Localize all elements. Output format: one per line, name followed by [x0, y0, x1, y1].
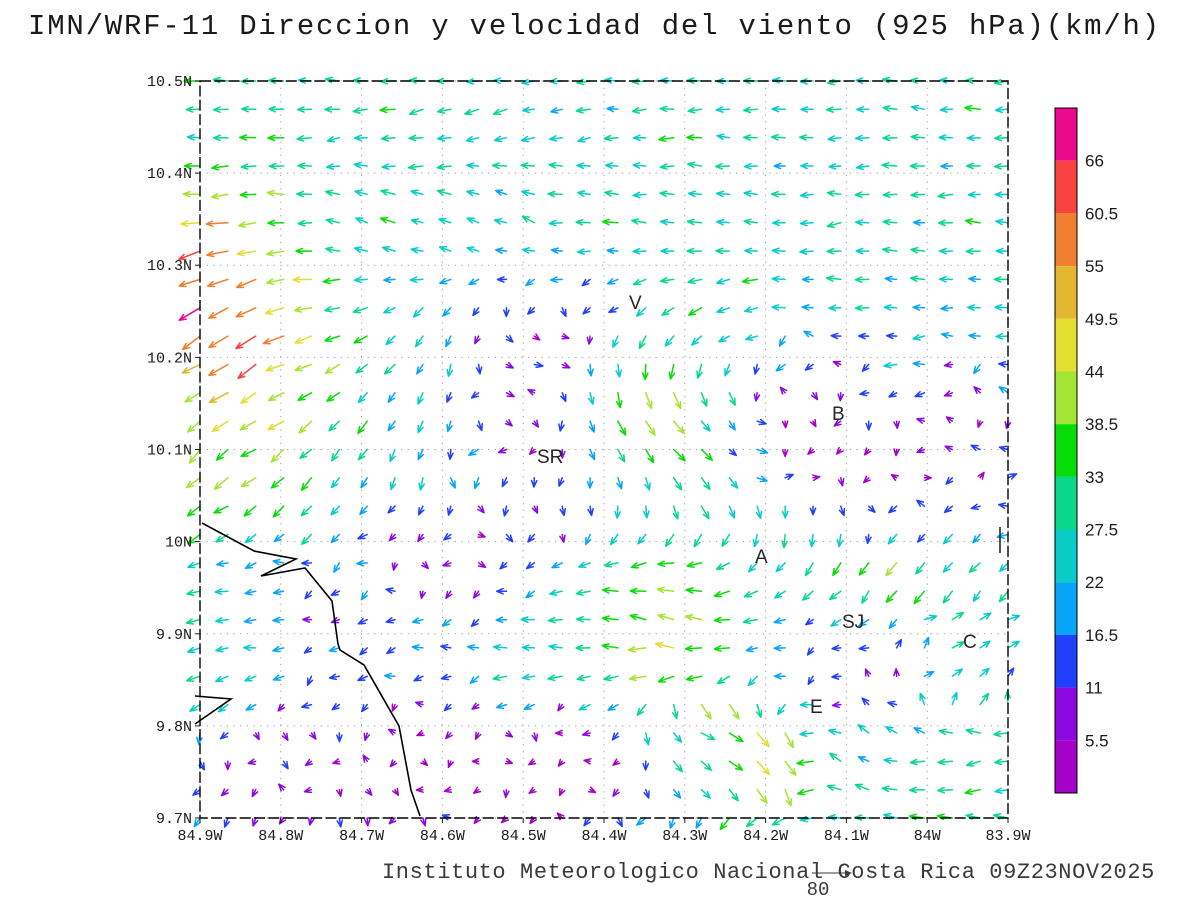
svg-text:44: 44 — [1085, 363, 1104, 382]
svg-text:10.2N: 10.2N — [147, 350, 192, 367]
svg-text:49.5: 49.5 — [1085, 310, 1118, 329]
svg-text:55: 55 — [1085, 257, 1104, 276]
svg-text:84.6W: 84.6W — [420, 828, 465, 845]
svg-text:5.5: 5.5 — [1085, 731, 1109, 750]
svg-text:9.7N: 9.7N — [156, 811, 192, 828]
svg-text:10.3N: 10.3N — [147, 258, 192, 275]
svg-text:84.2W: 84.2W — [743, 828, 788, 845]
svg-text:84.1W: 84.1W — [824, 828, 869, 845]
svg-text:9.9N: 9.9N — [156, 627, 192, 644]
svg-text:84.9W: 84.9W — [177, 828, 222, 845]
svg-text:84.5W: 84.5W — [501, 828, 546, 845]
svg-text:66: 66 — [1085, 152, 1104, 171]
svg-text:10.1N: 10.1N — [147, 443, 192, 460]
svg-text:10.4N: 10.4N — [147, 166, 192, 183]
svg-text:A: A — [755, 547, 768, 568]
svg-text:C: C — [963, 632, 977, 653]
svg-text:10.5N: 10.5N — [147, 74, 192, 91]
svg-text:84W: 84W — [914, 828, 941, 845]
svg-text:9.8N: 9.8N — [156, 719, 192, 736]
svg-text:84.7W: 84.7W — [339, 828, 384, 845]
svg-text:B: B — [832, 404, 845, 425]
svg-text:22: 22 — [1085, 573, 1104, 592]
svg-text:38.5: 38.5 — [1085, 415, 1118, 434]
svg-text:60.5: 60.5 — [1085, 204, 1118, 223]
svg-text:SR: SR — [537, 447, 563, 468]
svg-text:16.5: 16.5 — [1085, 626, 1118, 645]
svg-text:SJ: SJ — [842, 612, 864, 633]
svg-text:E: E — [810, 697, 823, 718]
svg-text:11: 11 — [1085, 679, 1103, 698]
svg-text:10N: 10N — [165, 535, 192, 552]
svg-text:83.9W: 83.9W — [985, 828, 1030, 845]
svg-text:V: V — [629, 293, 642, 314]
svg-text:27.5: 27.5 — [1085, 521, 1118, 540]
svg-text:84.4W: 84.4W — [581, 828, 626, 845]
svg-text:84.3W: 84.3W — [662, 828, 707, 845]
svg-text:84.8W: 84.8W — [258, 828, 303, 845]
svg-text:33: 33 — [1085, 468, 1104, 487]
